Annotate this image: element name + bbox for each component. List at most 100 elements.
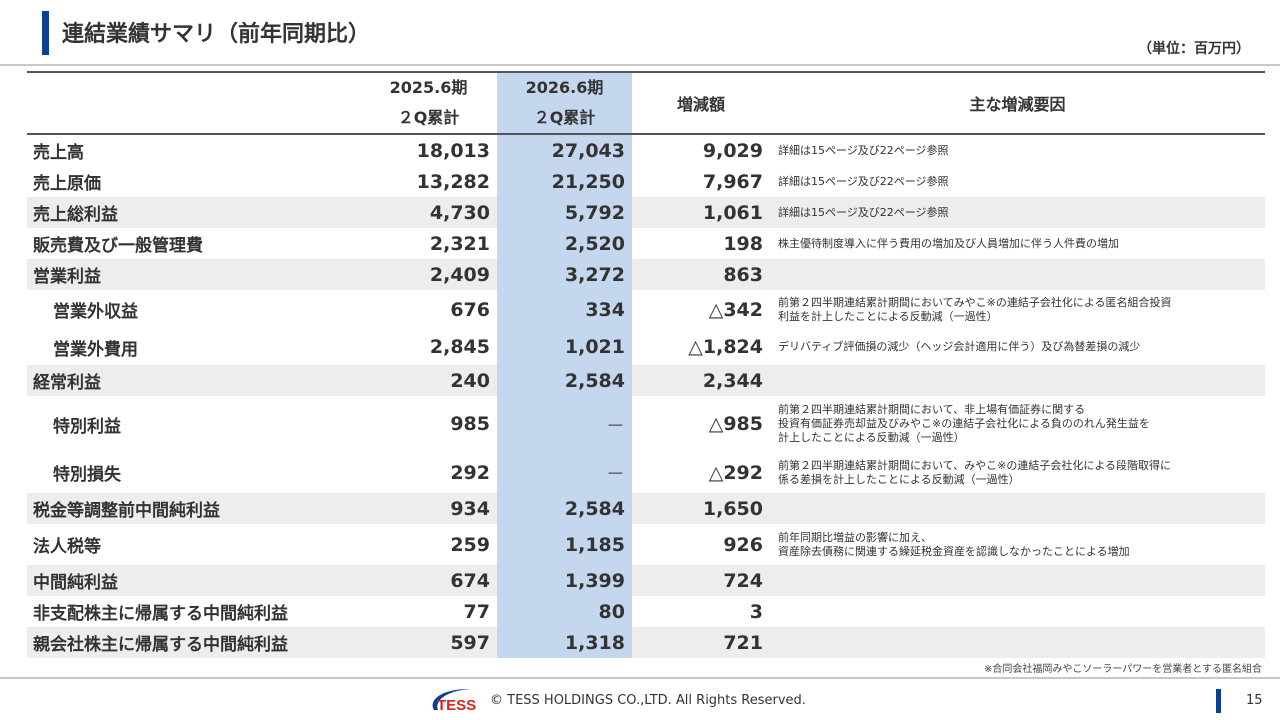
row-label: 中間純利益 xyxy=(27,565,360,596)
table-header-row: 2025.6期 ２Q累計 2026.6期 ２Q累計 増減額 主な増減要因 xyxy=(27,72,1265,134)
row-label: 営業利益 xyxy=(27,259,360,290)
value-prev: 597 xyxy=(360,627,497,658)
reason-text: 前第２四半期連結累計期間において、非上場有価証券に関する 投資有価証券売却益及び… xyxy=(778,403,1150,444)
value-diff: 926 xyxy=(723,533,763,556)
value-prev: 2,321 xyxy=(429,232,490,255)
table-row: 税金等調整前中間純利益 934 2,584 1,650 xyxy=(27,493,1265,524)
row-label: 親会社株主に帰属する中間純利益 xyxy=(27,627,360,658)
reason-text: 株主優待制度導入に伴う費用の増加及び人員増加に伴う人件費の増加 xyxy=(778,236,1119,250)
header-prev: 2025.6期 ２Q累計 xyxy=(360,72,497,134)
value-diff: 721 xyxy=(632,627,770,658)
value-curr: 1,399 xyxy=(497,565,632,596)
header-reason: 主な増減要因 xyxy=(969,95,1066,114)
value-prev: 259 xyxy=(450,533,490,556)
value-diff: △985 xyxy=(708,413,763,435)
row-label: 売上高 xyxy=(33,143,84,163)
table-row: 経常利益 240 2,584 2,344 xyxy=(27,365,1265,396)
value-prev: 240 xyxy=(360,365,497,396)
header-prev-line1: 2025.6期 xyxy=(389,78,468,97)
reason-text: 詳細は15ページ及び22ページ参照 xyxy=(770,197,1265,228)
reason-text xyxy=(770,596,1265,627)
table-row: 販売費及び一般管理費 2,321 2,520 198 株主優待制度導入に伴う費用の増加及… xyxy=(27,228,1265,259)
reason-text: 前年同期比増益の影響に加え、 資産除去債務に関連する繰延税金資産を認識しなかった… xyxy=(778,530,1130,558)
table-row: 売上総利益 4,730 5,792 1,061 詳細は15ページ及び22ページ参照 xyxy=(27,197,1265,228)
value-diff: 2,344 xyxy=(632,365,770,396)
value-curr: 1,021 xyxy=(497,329,632,365)
reason-text xyxy=(770,259,1265,290)
svg-text:TESS: TESS xyxy=(437,697,476,714)
reason-text: デリバティブ評価損の減少（ヘッジ会計適用に伴う）及び為替差損の減少 xyxy=(778,340,1141,353)
row-label: 営業外費用 xyxy=(53,339,138,360)
header-blank xyxy=(27,72,360,134)
header-prev-line2: ２Q累計 xyxy=(397,108,460,127)
value-prev: 676 xyxy=(450,298,490,321)
value-diff: 724 xyxy=(632,565,770,596)
value-diff: △292 xyxy=(708,461,763,484)
value-prev: 934 xyxy=(360,493,497,524)
title-accent-bar xyxy=(42,11,49,55)
table-row: 法人税等 259 1,185 926 前年同期比増益の影響に加え、 資産除去債務に関連す… xyxy=(27,524,1265,565)
header-curr-line1: 2026.6期 xyxy=(525,78,604,97)
value-curr: 1,185 xyxy=(497,524,632,565)
reason-text xyxy=(770,627,1265,658)
row-label: 法人税等 xyxy=(33,537,101,557)
value-diff: 198 xyxy=(723,232,763,255)
page-title: 連結業績サマリ（前年同期比） xyxy=(62,22,371,47)
value-curr: 1,318 xyxy=(497,627,632,658)
header-curr-line2: ２Q累計 xyxy=(533,108,596,127)
value-curr: 80 xyxy=(497,596,632,627)
value-prev: 292 xyxy=(450,461,490,484)
value-prev: 674 xyxy=(360,565,497,596)
unit-label: （単位：百万円） xyxy=(1138,41,1250,57)
value-curr: 3,272 xyxy=(497,259,632,290)
value-prev: 2,409 xyxy=(360,259,497,290)
row-label: 税金等調整前中間純利益 xyxy=(27,493,360,524)
value-diff: 9,029 xyxy=(702,139,763,162)
table-row: 特別損失 292 － △292 前第２四半期連結累計期間において、みやこ※の連結子会社化… xyxy=(27,452,1265,493)
value-curr: 21,250 xyxy=(497,166,632,197)
header-diff: 増減額 xyxy=(676,95,725,114)
value-diff: △1,824 xyxy=(688,336,763,358)
reason-text xyxy=(770,365,1265,396)
row-label: 販売費及び一般管理費 xyxy=(33,236,203,256)
page-number: 15 xyxy=(1246,693,1263,708)
row-label: 経常利益 xyxy=(27,365,360,396)
row-label: 特別損失 xyxy=(53,465,121,485)
value-diff: 1,061 xyxy=(632,197,770,228)
value-diff: 7,967 xyxy=(702,170,763,193)
results-table: 2025.6期 ２Q累計 2026.6期 ２Q累計 増減額 主な増減要因 売上高 18… xyxy=(27,71,1265,658)
copyright: © TESS HOLDINGS CO.,LTD. All Rights Rese… xyxy=(490,693,806,708)
table-row: 営業利益 2,409 3,272 863 xyxy=(27,259,1265,290)
value-curr: 334 xyxy=(497,290,632,329)
value-prev: 77 xyxy=(463,600,490,623)
value-diff: 1,650 xyxy=(632,493,770,524)
value-curr: 27,043 xyxy=(497,134,632,166)
value-curr: 2,584 xyxy=(497,493,632,524)
table-row: 売上原価 13,282 21,250 7,967 詳細は15ページ及び22ページ参照 xyxy=(27,166,1265,197)
reason-text xyxy=(770,493,1265,524)
table-row: 中間純利益 674 1,399 724 xyxy=(27,565,1265,596)
value-prev: 985 xyxy=(450,413,490,435)
table-row: 営業外費用 2,845 1,021 △1,824 デリバティブ評価損の減少（ヘッジ会計適… xyxy=(27,329,1265,365)
reason-text: 前第２四半期連結累計期間において、みやこ※の連結子会社化による段階取得に 係る差… xyxy=(778,458,1172,486)
table-row: 営業外収益 676 334 △342 前第２四半期連結累計期間においてみやこ※の連結子会… xyxy=(27,290,1265,329)
value-prev: 2,845 xyxy=(429,336,490,358)
reason-text: 詳細は15ページ及び22ページ参照 xyxy=(778,174,949,188)
value-curr: 2,584 xyxy=(497,365,632,396)
divider xyxy=(0,677,1280,679)
tess-logo: TESS xyxy=(432,688,476,714)
row-label: 営業外収益 xyxy=(53,302,138,322)
table-row: 親会社株主に帰属する中間純利益 597 1,318 721 xyxy=(27,627,1265,658)
value-curr: 5,792 xyxy=(497,197,632,228)
value-diff: 3 xyxy=(749,600,763,623)
value-curr: 2,520 xyxy=(497,228,632,259)
table-row: 売上高 18,013 27,043 9,029 詳細は15ページ及び22ページ参照 xyxy=(27,134,1265,166)
table-row: 非支配株主に帰属する中間純利益 77 80 3 xyxy=(27,596,1265,627)
row-label: 非支配株主に帰属する中間純利益 xyxy=(33,604,288,624)
reason-text: 詳細は15ページ及び22ページ参照 xyxy=(778,143,949,157)
row-label: 特別利益 xyxy=(53,416,121,437)
reason-text xyxy=(770,565,1265,596)
value-prev: 13,282 xyxy=(416,170,490,193)
value-prev: 18,013 xyxy=(416,139,490,162)
reason-text: 前第２四半期連結累計期間においてみやこ※の連結子会社化による匿名組合投資 利益を… xyxy=(778,295,1172,323)
